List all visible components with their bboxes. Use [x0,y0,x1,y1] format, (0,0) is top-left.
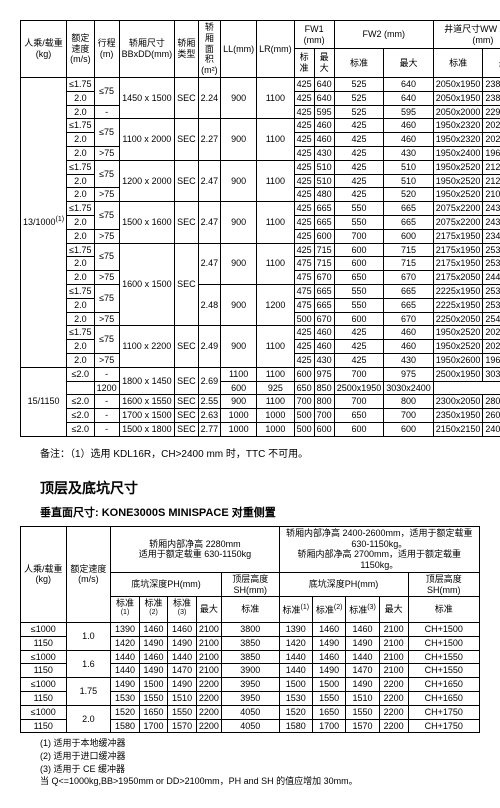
main-spec-table: 人乘/载重(kg) 额定速度(m/s) 行程(m) 轿厢尺寸BBxDD(mm) … [20,20,500,437]
h6: 轿厢面积(m²) [198,21,221,78]
h2: 额定速度(m/s) [67,21,94,78]
note-line: 备注：（1）选用 KDL16R，CH>2400 mm 时，TTC 不可用。 [40,445,460,460]
section-title: 顶层及底坑尺寸 [40,478,460,498]
sub-title: 垂直面尺寸: KONE3000S MINISPACE 对重侧置 [40,504,460,520]
h3: 行程(m) [94,21,119,78]
footnotes: (1) 适用于本地缓冲器 (2) 适用于进口缓冲器 (3) 适用于 CE 缓冲器… [40,737,460,787]
h10: 井道尺寸WW x WD (mm) [433,21,500,49]
pit-headroom-table: 人乘/载重(kg) 额定速度(m/s) 轿厢内部净高 2280mm 适用于额定载… [20,526,480,734]
h8: LR(mm) [257,21,295,78]
h7: LL(mm) [221,21,257,78]
h9b: FW2 (mm) [334,21,433,49]
h5: 轿厢类型 [175,21,199,78]
h9a: FW1 (mm) [294,21,334,49]
t2-top-right: 轿厢内部净高 2400-2600mm，适用于额定载重 630-1150kg。轿厢… [279,526,479,572]
t2-top-left: 轿厢内部净高 2280mm 适用于额定载重 630-1150kg [111,526,279,572]
h1: 人乘/载重(kg) [21,21,67,78]
h4: 轿厢尺寸BBxDD(mm) [119,21,174,78]
